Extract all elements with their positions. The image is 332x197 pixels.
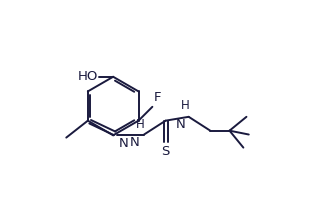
Text: F: F <box>154 91 161 104</box>
Text: H: H <box>136 118 144 131</box>
Text: N: N <box>119 137 128 150</box>
Text: N: N <box>130 136 140 149</box>
Text: N: N <box>175 118 185 131</box>
Text: HO: HO <box>77 70 98 83</box>
Text: S: S <box>161 145 170 158</box>
Text: H: H <box>181 99 190 112</box>
